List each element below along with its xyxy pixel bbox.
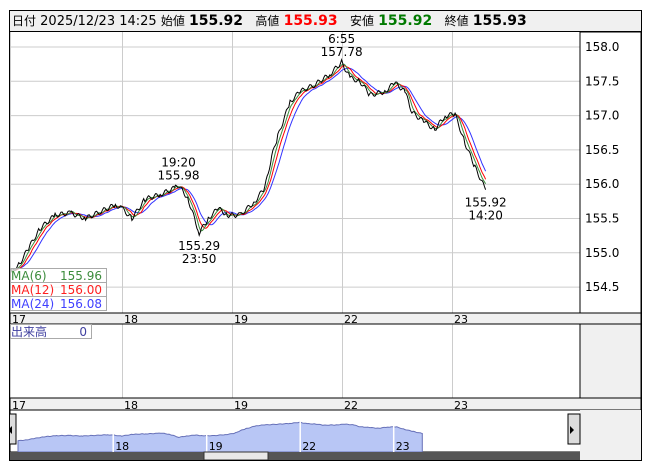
price-chart[interactable]: 154.5 155.0 155.5 156.0 156.5 157.0 157.5 158.0…: [10, 11, 641, 460]
ohlc-header: 日付 2025/12/23 14:25 始値 155.92 高値 155.93 …: [10, 11, 641, 32]
ma6-line: [10, 63, 487, 274]
navigator-label: 19: [209, 440, 223, 453]
volume-value: 0: [79, 325, 87, 339]
y-tick-label: 157.0: [585, 109, 619, 123]
y-tick-label: 155.0: [585, 246, 619, 260]
price-line: [10, 58, 487, 274]
close-label: 終値: [444, 14, 469, 28]
y-tick-label: 155.5: [585, 212, 619, 226]
chart-window: 日付 2025/12/23 14:25 始値 155.92 高値 155.93 …: [9, 10, 642, 461]
ma24-line: [10, 67, 487, 274]
ma-value: 156.08: [60, 297, 102, 311]
y-tick-label: 157.5: [585, 74, 619, 88]
datetime: 2025/12/23 14:25: [40, 14, 157, 29]
ma-label: MA(24): [11, 297, 55, 311]
x-tick-label: 18: [124, 399, 138, 412]
open-value: 155.92: [188, 13, 244, 29]
annotation-time: 6:55: [328, 32, 355, 46]
annotation-time: 14:20: [468, 209, 503, 223]
x-tick-label: 19: [234, 313, 248, 326]
scrollbar-thumb[interactable]: [203, 451, 269, 460]
x-tick-label: 17: [12, 399, 26, 412]
y-tick-label: 154.5: [585, 280, 619, 294]
x-tick-label: 17: [12, 313, 26, 326]
date-axis-2: [10, 397, 641, 411]
low-value: 155.92: [378, 13, 433, 29]
ma24-legend: MA(24) 156.08: [10, 296, 107, 311]
y-tick-label: 156.0: [585, 177, 619, 191]
annotation-time: 23:50: [182, 252, 217, 266]
scrollbar-track: [10, 452, 580, 460]
chevron-right-icon: [570, 426, 574, 434]
volume-label: 出来高: [11, 325, 48, 339]
chevron-left-icon: [10, 426, 12, 434]
x-tick-label: 23: [454, 399, 468, 412]
ma12-legend: MA(12) 156.00: [10, 282, 107, 297]
date-axis: [10, 312, 641, 325]
ma-label: MA(12): [11, 283, 55, 297]
navigator-label: 18: [115, 440, 129, 453]
annotation-value: 155.92: [465, 196, 507, 210]
ma6-legend: MA(6) 155.96: [10, 268, 107, 283]
annotation-time: 19:20: [161, 156, 196, 170]
scroll-left-button[interactable]: [10, 413, 17, 445]
x-tick-label: 18: [124, 313, 138, 326]
scroll-right-button[interactable]: [567, 413, 581, 445]
high-value: 155.93: [283, 13, 338, 29]
x-tick-label: 22: [344, 399, 358, 412]
x-tick-label: 22: [344, 313, 358, 326]
y-tick-label: 156.5: [585, 143, 619, 157]
volume-legend: 出来高 0: [10, 324, 92, 339]
annotation-value: 155.98: [158, 169, 200, 183]
annotation-value: 155.29: [178, 239, 220, 253]
navigator-right-area: [580, 410, 641, 460]
ma-value: 155.96: [60, 269, 102, 283]
low-label: 安値: [350, 14, 375, 28]
navigator-label: 23: [396, 440, 410, 453]
volume-axis: [579, 323, 641, 399]
navigator-area: [17, 421, 423, 453]
x-tick-label: 23: [454, 313, 468, 326]
high-label: 高値: [255, 14, 280, 28]
ma-label: MA(6): [11, 269, 47, 283]
navigator-label: 22: [302, 440, 316, 453]
date-label: 日付: [12, 14, 37, 28]
ma-value: 156.00: [60, 283, 102, 297]
open-label: 始値: [160, 14, 185, 28]
x-tick-label: 19: [234, 399, 248, 412]
close-value: 155.93: [472, 13, 527, 29]
annotation-value: 157.78: [321, 45, 363, 59]
y-tick-label: 158.0: [585, 40, 619, 54]
